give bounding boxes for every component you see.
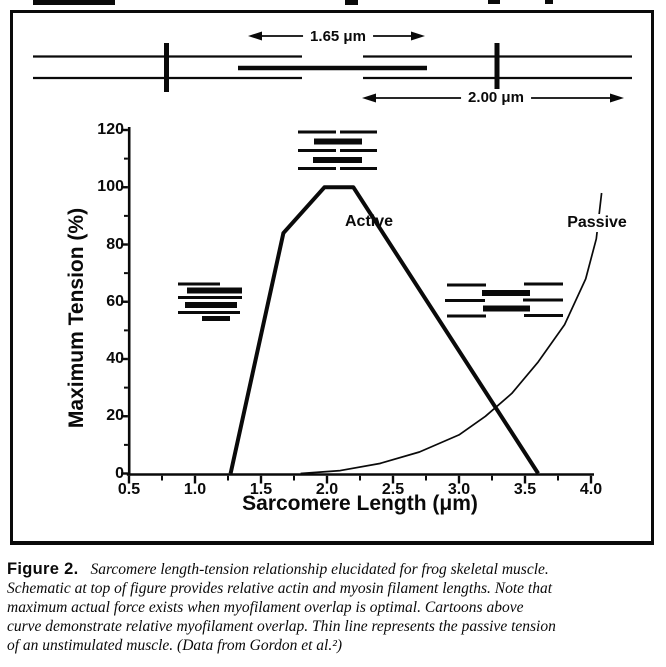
caption-text: Sarcomere length-tension relationship el…: [90, 561, 549, 578]
caption-line: of an unstimulated muscle. (Data from Go…: [7, 637, 342, 654]
active-curve-label: Active: [344, 213, 394, 230]
y-axis-title: Maximum Tension (%): [65, 207, 88, 429]
myosin-length-value: 1.65 μm: [303, 28, 373, 45]
x-tick-label: 2.0: [315, 481, 339, 498]
y-tick-label: 60: [106, 292, 124, 310]
scan-artifact: [345, 0, 358, 5]
y-tick-label: 120: [97, 121, 124, 138]
y-tick-label: 0: [115, 464, 124, 482]
caption-line: maximum actual force exists when myofila…: [7, 599, 524, 616]
x-tick-label: 0.5: [117, 481, 141, 498]
caption-line: Figure 2. Sarcomere length-tension relati…: [7, 560, 663, 579]
x-tick-label: 3.0: [447, 481, 471, 498]
caption-line: Schematic at top of figure provides rela…: [7, 580, 552, 597]
actin-length-value: 2.00 μm: [461, 89, 531, 106]
passive-curve-label: Passive: [564, 214, 630, 232]
scan-artifact: [545, 0, 553, 4]
caption-figure-number: Figure 2.: [7, 560, 79, 578]
scan-artifact: [33, 0, 115, 5]
figure-caption: Figure 2. Sarcomere length-tension relati…: [7, 560, 663, 655]
y-tick-label: 40: [106, 350, 124, 367]
x-tick-label: 2.5: [381, 481, 405, 498]
x-tick-label: 4.0: [579, 481, 603, 498]
y-tick-label: 100: [97, 178, 124, 196]
caption-line: curve demonstrate relative myofilament o…: [7, 618, 556, 635]
y-tick-label: 20: [106, 407, 124, 425]
x-axis-title: Sarcomere Length (μm): [242, 492, 478, 515]
scan-artifact: [488, 0, 500, 4]
y-tick-label: 80: [106, 235, 124, 253]
figure-border: [10, 10, 654, 545]
x-tick-label: 1.5: [249, 481, 273, 498]
x-tick-label: 3.5: [513, 481, 537, 498]
x-tick-label: 1.0: [183, 481, 207, 498]
